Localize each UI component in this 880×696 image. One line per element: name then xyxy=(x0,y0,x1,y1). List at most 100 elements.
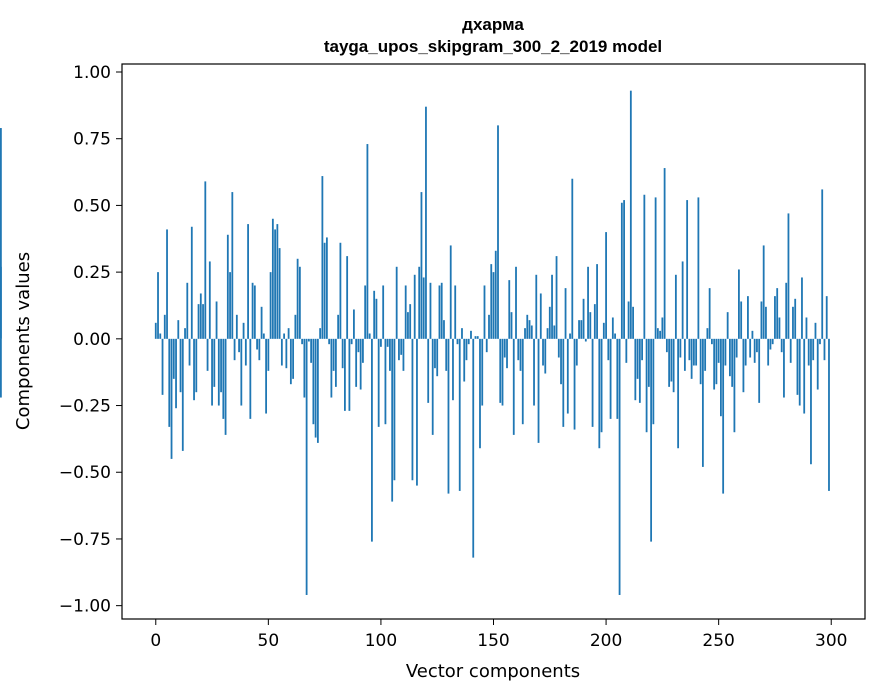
bar-component-126 xyxy=(438,285,441,339)
bar-component-263 xyxy=(747,296,749,339)
bar-component-99 xyxy=(377,338,380,427)
bar-component-45 xyxy=(256,338,258,350)
bar-component-147 xyxy=(485,338,488,353)
bar-component-5 xyxy=(166,229,168,339)
bar-component-59 xyxy=(287,328,290,339)
bar-component-54 xyxy=(276,224,279,339)
bar-component-17 xyxy=(193,338,195,401)
bar-component-15 xyxy=(188,338,191,366)
bar-component-86 xyxy=(348,338,351,411)
bar-component-28 xyxy=(217,338,220,406)
bar-component-196 xyxy=(596,264,598,339)
bar-component-121 xyxy=(427,338,430,403)
bar-component-157 xyxy=(508,280,511,339)
bar-component-197 xyxy=(598,338,601,449)
bar-component-284 xyxy=(794,298,797,339)
bar-component-238 xyxy=(690,338,693,379)
bar-component-210 xyxy=(627,301,630,339)
bar-component-237 xyxy=(688,338,691,361)
bar-component-130 xyxy=(447,338,450,494)
bar-component-239 xyxy=(692,338,695,366)
bar-component-172 xyxy=(542,338,544,366)
bar-component-131 xyxy=(449,245,452,339)
bar-component-103 xyxy=(386,338,389,347)
bar-component-91 xyxy=(359,338,362,390)
bar-component-89 xyxy=(355,338,358,387)
bar-component-154 xyxy=(501,338,504,406)
bar-component-31 xyxy=(224,338,227,435)
bar-component-200 xyxy=(605,232,607,339)
bar-component-117 xyxy=(418,266,421,339)
bar-component-6 xyxy=(168,338,171,427)
bar-component-94 xyxy=(366,144,369,339)
bar-component-166 xyxy=(528,320,531,339)
bar-component-175 xyxy=(548,306,551,339)
bar-component-53 xyxy=(274,229,276,339)
bar-component-179 xyxy=(557,338,560,358)
bar-component-33 xyxy=(229,272,231,339)
bar-component-41 xyxy=(247,224,249,339)
bar-component-241 xyxy=(697,197,700,339)
bar-component-44 xyxy=(253,285,256,339)
y-tick-label: 1.00 xyxy=(73,63,111,83)
bar-component-134 xyxy=(456,338,459,345)
bar-component-242 xyxy=(699,338,702,385)
bar-component-127 xyxy=(440,282,443,339)
bar-component-38 xyxy=(240,338,243,406)
bar-component-90 xyxy=(357,338,360,353)
bar-component-222 xyxy=(654,197,657,339)
bar-component-194 xyxy=(591,338,594,427)
bar-component-243 xyxy=(701,338,704,467)
bar-component-232 xyxy=(677,338,680,449)
bar-component-129 xyxy=(445,338,448,371)
bar-component-295 xyxy=(819,338,821,345)
bar-component-3 xyxy=(161,338,164,395)
x-tick-label: 100 xyxy=(365,631,397,651)
bar-component-195 xyxy=(593,304,596,339)
bar-component-259 xyxy=(738,269,740,339)
bar-component-65 xyxy=(301,338,304,345)
bar-component-286 xyxy=(798,338,801,406)
bar-component-269 xyxy=(760,301,763,339)
bar-component-97 xyxy=(373,290,376,339)
x-tick-label: 50 xyxy=(258,631,280,651)
bar-component-279 xyxy=(783,338,785,398)
bar-component-36 xyxy=(235,314,238,339)
bar-component-142 xyxy=(474,336,477,339)
bar-component-11 xyxy=(179,338,182,393)
bar-component-229 xyxy=(670,338,673,382)
bar-component-62 xyxy=(294,314,297,339)
bar-component-208 xyxy=(623,200,625,339)
bar-component-252 xyxy=(722,338,725,494)
bar-component-275 xyxy=(774,296,776,339)
bar-component-156 xyxy=(506,338,508,369)
bar-component-162 xyxy=(519,338,522,371)
bar-component-153 xyxy=(499,338,502,403)
bar-component-291 xyxy=(810,338,812,465)
bar-component-183 xyxy=(566,338,569,414)
bar-component-218 xyxy=(645,338,648,433)
bar-component-189 xyxy=(580,320,583,339)
bar-component-184 xyxy=(569,333,571,339)
bar-component-247 xyxy=(711,338,713,345)
bar-component-undefined xyxy=(0,338,2,398)
bar-component-293 xyxy=(814,322,817,339)
bar-component-167 xyxy=(530,325,533,339)
bar-component-274 xyxy=(771,338,774,345)
bar-component-96 xyxy=(371,338,373,542)
bar-component-83 xyxy=(341,338,344,369)
bar-component-143 xyxy=(476,336,479,339)
bar-component-141 xyxy=(472,338,475,558)
x-tick-label: 200 xyxy=(590,631,622,651)
bar-component-299 xyxy=(828,338,830,491)
bar-component-267 xyxy=(756,338,758,353)
bar-component-281 xyxy=(787,213,790,339)
bar-component-233 xyxy=(679,338,682,358)
bar-component-63 xyxy=(296,258,299,339)
bar-component-93 xyxy=(364,285,367,339)
bar-component-260 xyxy=(740,301,743,339)
x-tick-label: 150 xyxy=(477,631,509,651)
y-tick-label: −0.25 xyxy=(59,397,111,417)
